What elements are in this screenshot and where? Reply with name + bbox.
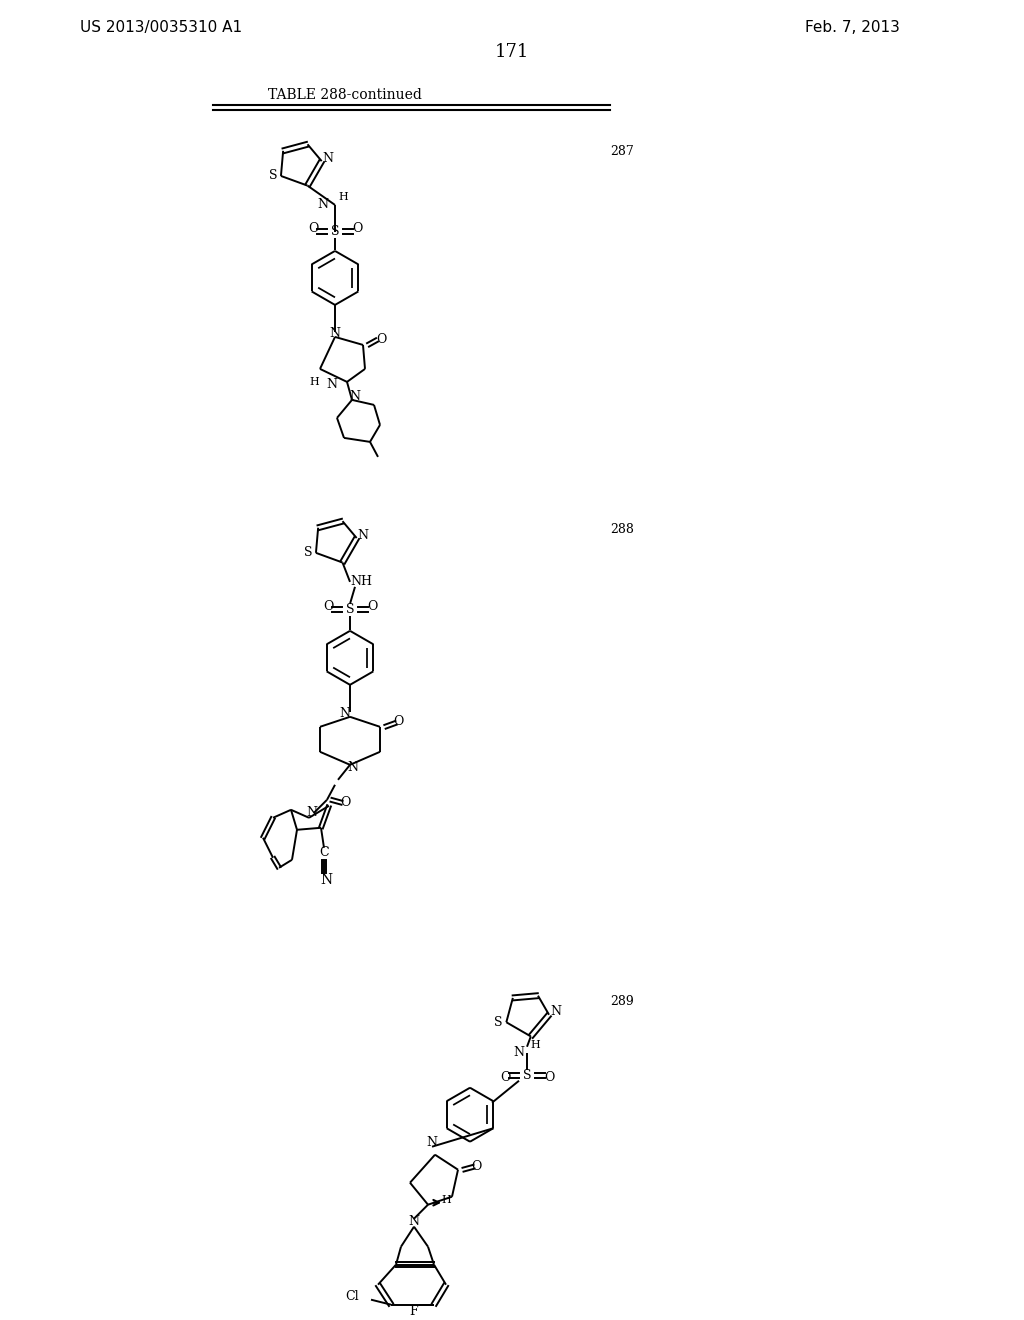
Text: Cl: Cl: [345, 1290, 359, 1303]
Text: H: H: [309, 378, 319, 387]
Text: S: S: [304, 546, 312, 560]
Text: 287: 287: [610, 145, 634, 158]
Text: N: N: [306, 807, 317, 820]
Text: C: C: [319, 846, 329, 859]
Text: N: N: [349, 391, 360, 404]
Text: N: N: [427, 1137, 437, 1150]
Text: H: H: [338, 191, 348, 202]
Text: O: O: [340, 796, 350, 809]
Text: S: S: [268, 169, 278, 182]
Text: N: N: [551, 1006, 561, 1018]
Text: US 2013/0035310 A1: US 2013/0035310 A1: [80, 21, 242, 36]
Text: H: H: [530, 1040, 540, 1049]
Text: 288: 288: [610, 523, 634, 536]
Text: N: N: [327, 379, 338, 392]
Text: O: O: [393, 715, 403, 729]
Text: NH: NH: [350, 576, 372, 589]
Text: N: N: [317, 198, 328, 211]
Text: O: O: [471, 1160, 481, 1173]
Text: O: O: [308, 223, 318, 235]
Text: O: O: [376, 334, 386, 346]
Text: O: O: [367, 601, 377, 614]
Text: S: S: [494, 1016, 503, 1028]
Text: N: N: [340, 708, 350, 721]
Text: N: N: [357, 528, 369, 541]
Text: N: N: [323, 152, 333, 165]
Text: F: F: [410, 1305, 419, 1319]
Text: 171: 171: [495, 44, 529, 61]
Text: S: S: [522, 1069, 531, 1082]
Text: H: H: [441, 1195, 451, 1205]
Text: 289: 289: [610, 995, 634, 1008]
Text: N: N: [347, 762, 358, 775]
Text: S: S: [346, 603, 354, 616]
Text: TABLE 288-continued: TABLE 288-continued: [268, 88, 422, 102]
Text: S: S: [331, 226, 339, 239]
Text: Feb. 7, 2013: Feb. 7, 2013: [805, 21, 900, 36]
Text: N: N: [330, 327, 341, 341]
Text: N: N: [319, 873, 332, 887]
Text: O: O: [323, 601, 333, 614]
Text: O: O: [544, 1072, 554, 1084]
Text: O: O: [352, 223, 362, 235]
Text: O: O: [500, 1072, 510, 1084]
Text: N: N: [409, 1216, 420, 1228]
Text: N: N: [513, 1047, 524, 1059]
